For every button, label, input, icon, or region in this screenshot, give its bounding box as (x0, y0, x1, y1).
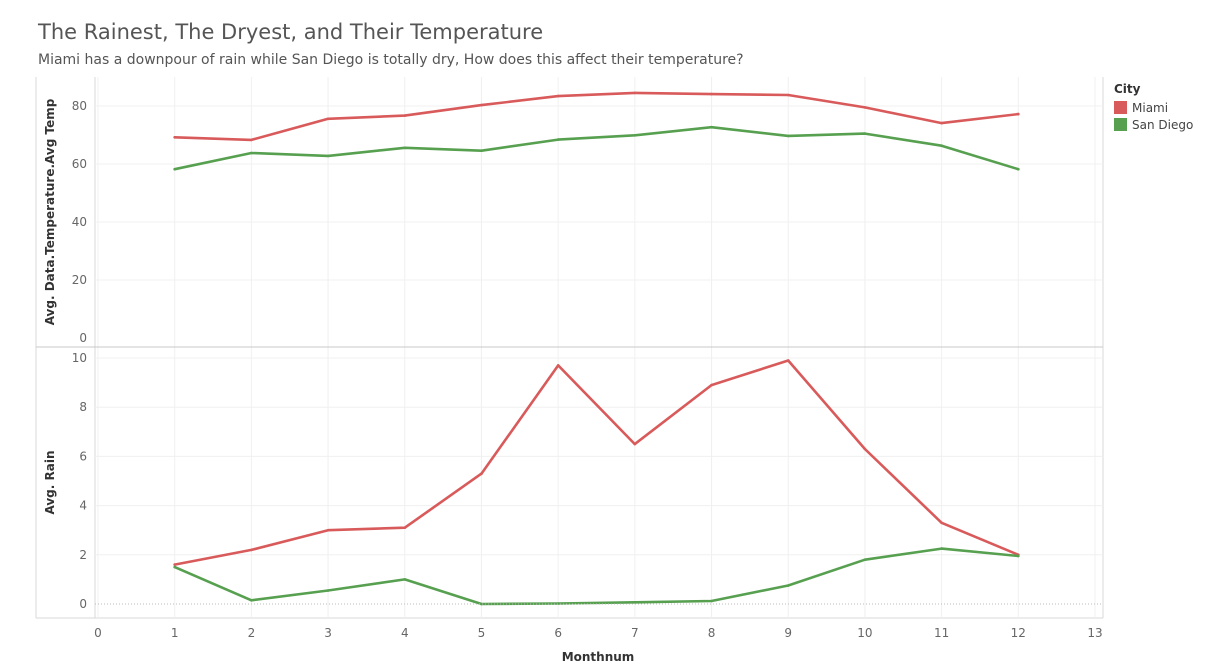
temp-point-san-diego-11 (940, 144, 943, 147)
legend: City Miami San Diego (1114, 82, 1193, 133)
rain-point-miami-6 (556, 364, 560, 367)
rain-point-san-diego-5 (480, 602, 483, 606)
x-tick-13: 13 (1087, 626, 1102, 640)
legend-swatch-miami (1114, 101, 1127, 114)
rain-y-tick-2: 2 (79, 548, 87, 562)
legend-swatch-san-diego (1114, 118, 1127, 131)
x-tick-10: 10 (857, 626, 872, 640)
rain-y-axis-title: Avg. Rain (43, 450, 57, 514)
temp-point-san-diego-9 (786, 134, 790, 138)
legend-item-miami[interactable]: Miami (1114, 99, 1193, 116)
legend-title: City (1114, 82, 1141, 96)
rain-y-tick-0: 0 (79, 597, 87, 611)
temp-y-tick-60: 60 (72, 157, 87, 171)
temp-point-miami-3 (326, 117, 330, 121)
temp-point-san-diego-4 (403, 146, 407, 150)
chart-title: The Rainest, The Dryest, and Their Tempe… (38, 20, 544, 44)
rain-point-miami-5 (480, 472, 483, 475)
temp-y-tick-0: 0 (79, 331, 87, 345)
x-axis-title: Monthnum (562, 650, 635, 664)
rain-point-san-diego-9 (786, 584, 790, 587)
temp-point-miami-4 (403, 114, 407, 117)
x-tick-8: 8 (708, 626, 716, 640)
x-tick-4: 4 (401, 626, 409, 640)
temp-point-miami-7 (633, 91, 637, 95)
rain-point-miami-10 (863, 447, 867, 451)
x-tick-3: 3 (324, 626, 332, 640)
temp-y-tick-20: 20 (72, 273, 87, 287)
rain-point-san-diego-10 (863, 558, 867, 561)
rain-y-tick-4: 4 (79, 499, 87, 513)
temp-y-tick-40: 40 (72, 215, 87, 229)
x-tick-2: 2 (248, 626, 256, 640)
temp-point-miami-1 (173, 136, 176, 139)
rain-point-san-diego-11 (940, 547, 943, 550)
rain-series-san-diego (173, 547, 1020, 606)
rain-y-tick-8: 8 (79, 400, 87, 414)
rain-point-san-diego-4 (403, 578, 407, 581)
x-tick-0: 0 (94, 626, 102, 640)
x-tick-5: 5 (478, 626, 486, 640)
rain-point-miami-4 (403, 526, 407, 529)
temp-series-san-diego (173, 125, 1020, 171)
temp-y-axis-title: Avg. Data.Temperature.Avg Temp (43, 98, 57, 325)
legend-item-san-diego[interactable]: San Diego (1114, 116, 1193, 133)
temp-point-miami-6 (556, 94, 560, 98)
x-tick-7: 7 (631, 626, 639, 640)
temp-series-miami (173, 91, 1020, 142)
temp-point-miami-9 (786, 93, 790, 97)
temp-point-san-diego-8 (710, 125, 713, 129)
rain-point-miami-9 (786, 359, 790, 362)
temp-point-san-diego-3 (326, 154, 330, 158)
rain-point-miami-3 (326, 528, 330, 532)
x-tick-12: 12 (1011, 626, 1026, 640)
temp-point-miami-12 (1017, 112, 1020, 116)
x-tick-6: 6 (554, 626, 562, 640)
rain-point-san-diego-8 (710, 599, 713, 603)
temp-point-san-diego-7 (633, 134, 637, 137)
x-tick-9: 9 (784, 626, 792, 640)
temp-point-san-diego-1 (173, 167, 176, 171)
temp-point-miami-8 (710, 92, 713, 96)
rain-series-miami (173, 359, 1020, 566)
rain-y-tick-6: 6 (79, 449, 87, 463)
x-tick-1: 1 (171, 626, 179, 640)
temp-point-san-diego-6 (556, 138, 560, 141)
rain-point-san-diego-7 (633, 601, 637, 604)
rain-point-san-diego-1 (173, 565, 176, 569)
temp-point-miami-2 (250, 138, 253, 142)
temp-point-san-diego-12 (1017, 167, 1020, 171)
rain-point-miami-11 (940, 521, 943, 525)
rain-y-tick-10: 10 (72, 351, 87, 365)
temp-y-tick-80: 80 (72, 99, 87, 113)
temp-point-san-diego-10 (863, 132, 867, 135)
rain-point-miami-8 (710, 383, 713, 387)
chart-subtitle: Miami has a downpour of rain while San D… (38, 52, 744, 68)
rain-point-miami-7 (633, 442, 637, 446)
temp-point-miami-10 (863, 106, 867, 109)
temp-point-san-diego-5 (480, 149, 483, 152)
temp-point-miami-11 (940, 121, 943, 125)
rain-point-miami-2 (250, 548, 253, 552)
rain-point-san-diego-2 (250, 599, 253, 602)
legend-label-san-diego: San Diego (1132, 117, 1194, 132)
rain-point-san-diego-12 (1017, 554, 1020, 558)
temp-point-san-diego-2 (250, 151, 253, 155)
rain-point-miami-1 (173, 563, 176, 566)
rain-point-san-diego-3 (326, 589, 330, 592)
legend-label-miami: Miami (1132, 100, 1169, 115)
temp-point-miami-5 (480, 103, 483, 107)
x-tick-11: 11 (934, 626, 949, 640)
